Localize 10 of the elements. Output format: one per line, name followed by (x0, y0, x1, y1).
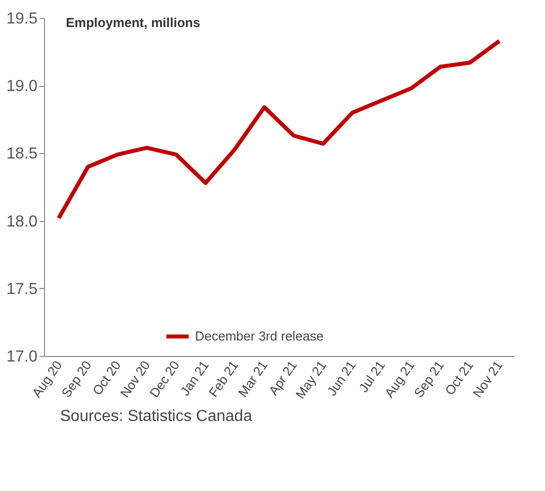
legend-label: December 3rd release (195, 328, 324, 344)
chart-title: Employment, millions (66, 15, 200, 30)
line-series (56, 38, 502, 220)
y-tick-label: 17.5 (6, 280, 38, 298)
y-tick-label: 19.0 (6, 78, 38, 96)
y-tick-label: 17.0 (6, 348, 38, 366)
source-note: Sources: Statistics Canada (60, 408, 254, 426)
y-tick-label: 19.5 (6, 10, 38, 28)
y-tick-label: 18.0 (6, 213, 38, 230)
y-tick-label: 18.5 (6, 146, 38, 163)
